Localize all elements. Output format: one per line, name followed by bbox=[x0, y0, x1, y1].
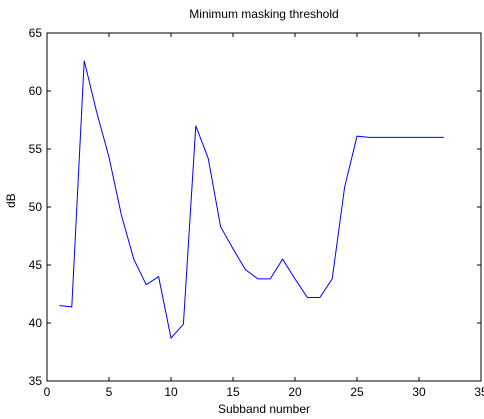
x-tick-label: 30 bbox=[412, 385, 426, 399]
data-point bbox=[59, 305, 60, 306]
y-tick-label: 45 bbox=[29, 258, 43, 272]
data-point bbox=[295, 278, 296, 279]
data-point bbox=[71, 306, 72, 307]
y-axis-label: dB bbox=[4, 193, 18, 208]
data-point bbox=[270, 278, 271, 279]
x-tick-label: 15 bbox=[226, 385, 240, 399]
data-point bbox=[282, 259, 283, 260]
x-tick-label: 20 bbox=[288, 385, 302, 399]
data-point bbox=[84, 60, 85, 61]
data-point bbox=[195, 125, 196, 126]
x-axis-ticks: 0 5 10 15 20 25 30 35 bbox=[44, 33, 484, 399]
data-point bbox=[357, 136, 358, 137]
y-axis-ticks: 35 40 45 50 55 60 65 bbox=[29, 26, 481, 388]
y-tick-label: 60 bbox=[29, 84, 43, 98]
plot-area bbox=[46, 32, 482, 382]
data-point bbox=[431, 137, 432, 138]
x-tick-label: 35 bbox=[474, 385, 484, 399]
data-point bbox=[233, 248, 234, 249]
x-tick-label: 25 bbox=[350, 385, 364, 399]
y-tick-label: 50 bbox=[29, 200, 43, 214]
data-point bbox=[257, 278, 258, 279]
data-point bbox=[220, 226, 221, 227]
data-point bbox=[158, 276, 159, 277]
chart-title: Minimum masking threshold bbox=[189, 7, 339, 21]
data-point bbox=[208, 158, 209, 159]
data-point bbox=[121, 215, 122, 216]
x-tick-label: 10 bbox=[164, 385, 178, 399]
data-point bbox=[96, 111, 97, 112]
data-point bbox=[332, 278, 333, 279]
data-point bbox=[443, 137, 444, 138]
data-point bbox=[381, 137, 382, 138]
data-point bbox=[319, 297, 320, 298]
y-tick-label: 35 bbox=[29, 374, 43, 388]
data-point bbox=[183, 324, 184, 325]
data-point bbox=[419, 137, 420, 138]
data-point bbox=[406, 137, 407, 138]
data-point bbox=[344, 187, 345, 188]
data-point bbox=[394, 137, 395, 138]
data-point bbox=[133, 259, 134, 260]
y-tick-label: 55 bbox=[29, 142, 43, 156]
data-point bbox=[307, 297, 308, 298]
data-point bbox=[171, 338, 172, 339]
data-point bbox=[109, 157, 110, 158]
y-tick-label: 65 bbox=[29, 26, 43, 40]
y-tick-label: 40 bbox=[29, 316, 43, 330]
data-point bbox=[369, 137, 370, 138]
x-tick-label: 0 bbox=[44, 385, 51, 399]
data-point bbox=[245, 269, 246, 270]
x-axis-label: Subband number bbox=[217, 402, 311, 416]
data-point bbox=[146, 284, 147, 285]
series-line bbox=[59, 60, 444, 340]
x-tick-label: 5 bbox=[106, 385, 113, 399]
series-lines bbox=[59, 60, 444, 340]
